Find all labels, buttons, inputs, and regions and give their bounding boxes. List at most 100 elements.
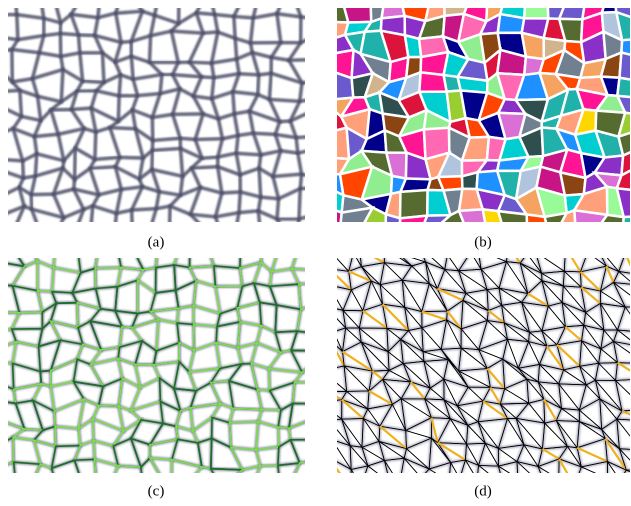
cell [337, 126, 351, 161]
cell [615, 94, 630, 115]
segmentation-edge [73, 458, 97, 473]
triangle [461, 459, 474, 473]
cell [543, 211, 570, 222]
segmentation-edge [296, 307, 305, 333]
cell [343, 8, 373, 24]
cell [398, 188, 429, 220]
cell [440, 209, 465, 222]
segmentation-edge [287, 402, 305, 430]
panel-label: (d) [474, 483, 492, 499]
highlight-edge [337, 395, 343, 401]
cell [525, 213, 548, 222]
triangle [337, 461, 352, 473]
cell-edge [296, 150, 305, 177]
cell [618, 50, 630, 81]
segmentation-edge [298, 283, 305, 311]
cell [522, 8, 550, 20]
triangle [613, 282, 630, 308]
segmentation-edge [140, 456, 160, 473]
cell-edge [29, 207, 66, 222]
cell-edge [286, 39, 305, 62]
cell [363, 205, 388, 222]
cell-edge [299, 15, 305, 45]
triangle [618, 448, 630, 471]
cell-edge [286, 58, 305, 85]
triangle [515, 460, 541, 473]
highlight-edge [362, 309, 388, 330]
cell-edge [130, 207, 158, 222]
highlight-edge [421, 310, 447, 321]
highlight-edge [368, 390, 393, 406]
cell-edge [288, 112, 305, 139]
highlight-edge [556, 344, 581, 368]
highlight-edge [564, 325, 583, 342]
highlight-edge [337, 350, 346, 367]
highlight-edge [348, 270, 372, 283]
triangle [537, 465, 550, 473]
triangle [401, 457, 418, 473]
segmentation-edge [290, 267, 305, 285]
segmentation-edge [170, 458, 204, 473]
segmentation-edge [289, 438, 305, 464]
cell [460, 170, 480, 191]
panel-label: (a) [148, 234, 165, 250]
triangle [516, 460, 530, 473]
segmentation-edge [288, 421, 305, 441]
cell-edge [8, 204, 27, 222]
triangle [477, 464, 489, 473]
highlight-edge [341, 350, 373, 372]
cell [560, 208, 577, 222]
cell [496, 209, 529, 222]
highlight-edge [409, 381, 426, 400]
cell-edge [151, 204, 172, 222]
segmentation-edge [291, 381, 305, 405]
cell-edge [296, 8, 305, 19]
segmentation-edge [290, 258, 305, 271]
cell [398, 214, 430, 222]
highlight-edge [487, 309, 505, 324]
highlight-edge [558, 458, 569, 473]
highlight-edge [371, 370, 384, 381]
segmentation-edge [292, 368, 305, 384]
cell [600, 8, 618, 15]
cell-edge [298, 81, 305, 103]
highlight-edge [621, 410, 630, 416]
highlight-edge [580, 286, 602, 305]
segmentation-edge [35, 463, 54, 473]
highlight-edge [436, 287, 464, 302]
highlight-edge [570, 258, 582, 273]
segmentation-edge [209, 467, 245, 473]
cell [617, 131, 630, 158]
highlight-edge [486, 367, 506, 390]
panel-label: (b) [474, 234, 492, 250]
cell-edge [256, 208, 281, 222]
highlight-edge [541, 448, 560, 460]
cell-edge [77, 204, 95, 222]
triangle [578, 466, 597, 473]
highlight-edge [482, 400, 509, 420]
cell [615, 186, 630, 219]
triangle [616, 410, 630, 421]
highlight-edge [579, 271, 602, 292]
cell-edge [287, 99, 305, 124]
cell [573, 208, 610, 222]
panel-b-image [337, 8, 630, 222]
highlight-edge [604, 438, 628, 471]
segmentation-edge [50, 459, 80, 473]
highlight-edge [576, 446, 608, 463]
cell [457, 208, 487, 222]
panel-a-image [8, 8, 305, 222]
segmentation-edge [256, 464, 280, 473]
triangle [337, 338, 343, 352]
cell-edge [298, 172, 305, 190]
highlight-edge [616, 361, 630, 372]
cell [620, 151, 630, 178]
cell-edge [114, 208, 134, 222]
cell-edge [16, 204, 38, 222]
triangle [616, 417, 630, 450]
triangle [477, 464, 501, 473]
triangle [449, 461, 458, 473]
triangle [614, 379, 630, 396]
highlight-edge [605, 265, 615, 283]
segmentation-edge [114, 464, 143, 473]
